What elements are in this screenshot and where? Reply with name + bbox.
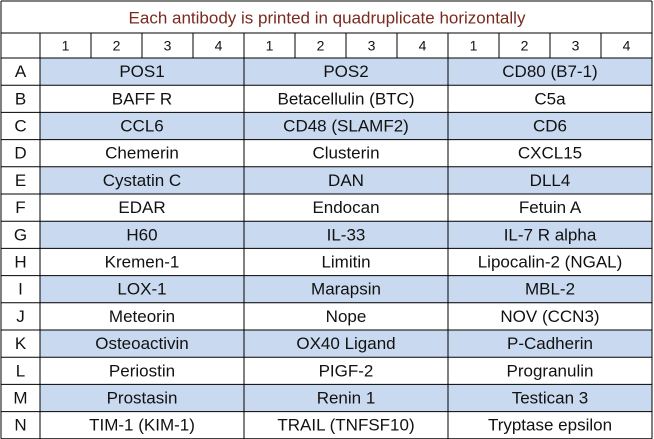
antibody-name: Chemerin (105, 144, 179, 163)
row-shade (40, 166, 652, 194)
antibody-name: Tryptase epsilon (488, 416, 612, 435)
column-number: 1 (470, 38, 478, 54)
antibody-name: LOX-1 (117, 280, 166, 299)
row-label: H (14, 253, 26, 272)
row-label: M (13, 389, 27, 408)
antibody-name: POS2 (323, 62, 368, 81)
antibody-name: CD48 (SLAMF2) (283, 117, 409, 136)
row-label: F (15, 198, 25, 217)
row-label: N (14, 416, 26, 435)
column-number: 4 (623, 38, 631, 54)
column-number: 4 (215, 38, 223, 54)
antibody-name: PIGF-2 (319, 361, 374, 380)
column-number: 2 (317, 38, 325, 54)
table-title: Each antibody is printed in quadruplicat… (129, 9, 526, 28)
row-label: A (15, 62, 27, 81)
antibody-name: POS1 (119, 62, 164, 81)
antibody-name: P-Cadherin (507, 334, 593, 353)
column-number: 3 (368, 38, 376, 54)
antibody-name: Endocan (312, 198, 379, 217)
antibody-name: BAFF R (112, 89, 172, 108)
row-label: K (15, 334, 27, 353)
antibody-name: Renin 1 (317, 389, 376, 408)
column-number: 1 (62, 38, 70, 54)
row-shade (40, 58, 652, 86)
antibody-name: CD80 (B7-1) (502, 62, 597, 81)
antibody-name: H60 (126, 225, 157, 244)
antibody-name: Prostasin (107, 389, 178, 408)
antibody-name: TRAIL (TNFSF10) (277, 416, 414, 435)
antibody-name: CCL6 (120, 117, 163, 136)
antibody-name: OX40 Ligand (296, 334, 395, 353)
antibody-name: Kremen-1 (105, 253, 180, 272)
antibody-name: Betacellulin (BTC) (278, 89, 415, 108)
antibody-name: IL-33 (327, 225, 366, 244)
column-number: 3 (164, 38, 172, 54)
antibody-name: Progranulin (507, 361, 594, 380)
antibody-name: Osteoactivin (95, 334, 189, 353)
antibody-name: Clusterin (312, 144, 379, 163)
row-shade (40, 330, 652, 358)
column-number: 1 (266, 38, 274, 54)
antibody-name: Marapsin (311, 280, 381, 299)
row-shade (40, 275, 652, 303)
row-label: D (14, 144, 26, 163)
column-number: 2 (113, 38, 121, 54)
antibody-name: DLL4 (530, 171, 571, 190)
antibody-name: Fetuin A (519, 198, 582, 217)
row-label: I (18, 280, 23, 299)
antibody-name: Meteorin (109, 307, 175, 326)
row-shade (40, 221, 652, 249)
row-label: G (14, 225, 27, 244)
antibody-name: Nope (326, 307, 367, 326)
antibody-name: Lipocalin-2 (NGAL) (478, 253, 623, 272)
antibody-name: Periostin (109, 361, 175, 380)
antibody-name: CD6 (533, 117, 567, 136)
row-label: L (16, 361, 25, 380)
antibody-name: Testican 3 (512, 389, 589, 408)
row-label: C (14, 117, 26, 136)
column-number: 3 (572, 38, 580, 54)
column-number: 4 (419, 38, 427, 54)
antibody-name: C5a (534, 89, 566, 108)
antibody-name: TIM-1 (KIM-1) (89, 416, 195, 435)
row-shade (40, 384, 652, 412)
row-label: J (16, 307, 25, 326)
column-number: 2 (521, 38, 529, 54)
row-label: B (15, 89, 26, 108)
antibody-name: Limitin (321, 253, 370, 272)
antibody-name: Cystatin C (103, 171, 181, 190)
antibody-name: EDAR (118, 198, 165, 217)
antibody-name: CXCL15 (518, 144, 582, 163)
row-label: E (15, 171, 26, 190)
antibody-name: NOV (CCN3) (500, 307, 599, 326)
antibody-name: IL-7 R alpha (504, 225, 597, 244)
antibody-name: MBL-2 (525, 280, 575, 299)
row-shade (40, 112, 652, 140)
antibody-name: DAN (328, 171, 364, 190)
